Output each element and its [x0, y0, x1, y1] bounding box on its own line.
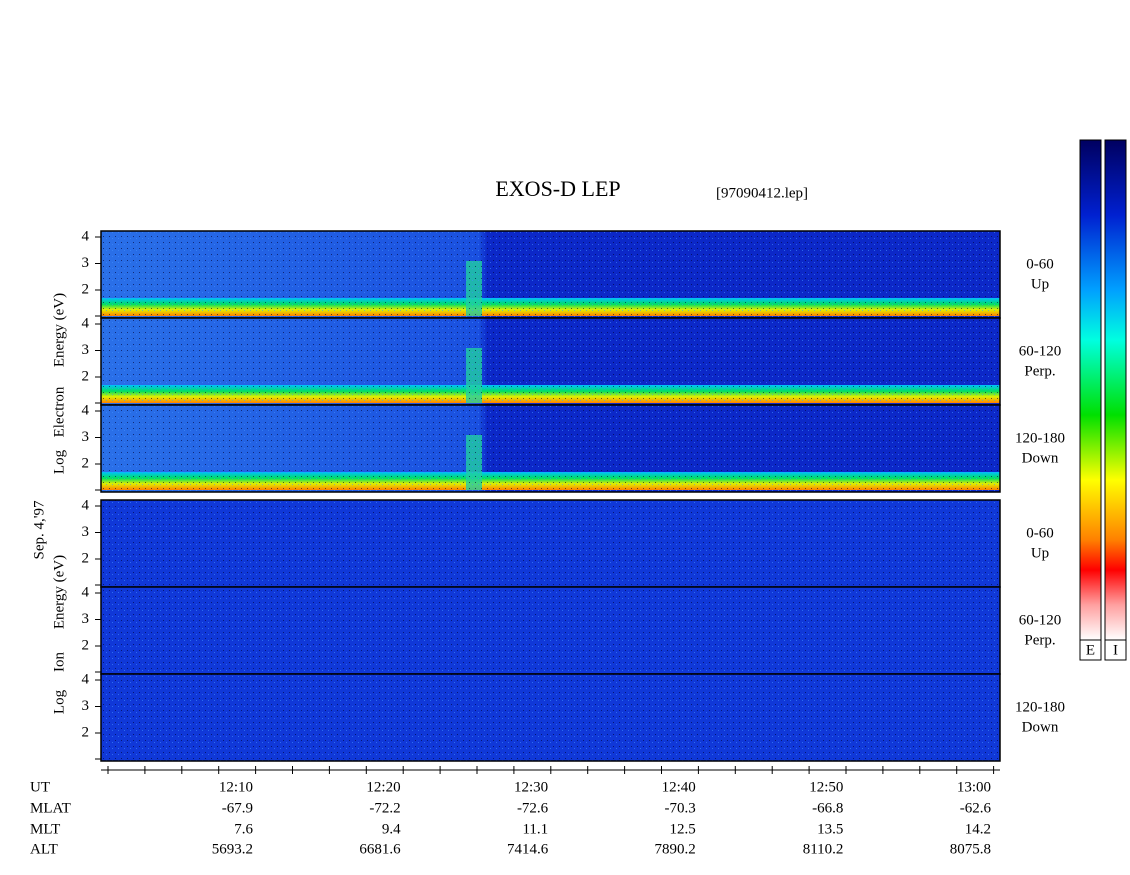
y-tick-label: 4	[82, 584, 90, 600]
orbit-value: 14.2	[965, 821, 991, 837]
axis-label: Energy (eV)	[51, 555, 67, 629]
spectrogram-noise	[101, 231, 1000, 318]
y-tick-label: 3	[82, 255, 90, 271]
y-tick-label: 2	[82, 724, 90, 740]
panel-angle: 0-60	[1026, 256, 1054, 272]
y-tick-label: 2	[82, 637, 90, 653]
orbit-value: -70.3	[665, 800, 696, 816]
axis-label: Log	[51, 689, 67, 714]
orbit-value: 5693.2	[212, 841, 253, 857]
y-tick-label: 3	[82, 611, 90, 627]
orbit-value: 7414.6	[507, 841, 549, 857]
axis-label: Energy (eV)	[51, 293, 67, 367]
orbit-value: 13:00	[957, 779, 991, 795]
orbit-value: 12:50	[809, 779, 843, 795]
panel-direction: Up	[1031, 545, 1049, 561]
y-tick-label: 2	[82, 550, 90, 566]
row-label: MLAT	[30, 800, 71, 816]
axis-label: Log	[51, 449, 67, 474]
file-name: [97090412.lep]	[716, 185, 808, 201]
axis-label: Ion	[51, 652, 67, 672]
panel-direction: Perp.	[1024, 363, 1055, 379]
y-tick-label: 4	[82, 315, 90, 331]
panel-direction: Down	[1022, 719, 1059, 735]
orbit-value: 9.4	[382, 821, 401, 837]
row-label: MLT	[30, 821, 60, 837]
panel-direction: Down	[1022, 450, 1059, 466]
panels: 4 3 2 0-60 Up 4 3 2 60-120 Perp. 4 3 2 120-180 Down Log…	[51, 228, 1065, 762]
y-tick-label: 4	[82, 402, 90, 418]
y-tick-label: 3	[82, 429, 90, 445]
panel-angle: 120-180	[1015, 699, 1065, 715]
orbit-value: 7890.2	[655, 841, 696, 857]
y-tick-label: 4	[82, 228, 90, 244]
panel-angle: 60-120	[1019, 343, 1062, 359]
y-tick-label: 4	[82, 497, 90, 513]
panel-angle: 120-180	[1015, 430, 1065, 446]
orbit-value: 12:20	[366, 779, 400, 795]
colorbar	[1079, 139, 1102, 641]
y-tick-label: 2	[82, 281, 90, 297]
spectrogram-noise	[101, 587, 1000, 674]
orbit-value: -72.6	[517, 800, 549, 816]
date: Sep. 4,'97	[31, 500, 47, 559]
orbit-value: 12:30	[514, 779, 548, 795]
panel-frame	[100, 673, 1001, 762]
orbit-value: 12:40	[662, 779, 696, 795]
y-tick-label: 4	[82, 671, 90, 687]
y-tick-label: 3	[82, 524, 90, 540]
colorbar-label-box	[1104, 639, 1127, 661]
row-label: ALT	[30, 841, 58, 857]
y-tick-label: 3	[82, 698, 90, 714]
orbit-value: 12.5	[670, 821, 696, 837]
orbit-value: 13.5	[817, 821, 843, 837]
orbit-value: 8110.2	[803, 841, 844, 857]
spectrogram-noise	[101, 405, 1000, 492]
colorbar-label: E	[1086, 642, 1095, 658]
y-tick-label: 2	[82, 455, 90, 471]
orbit-value: -62.6	[960, 800, 992, 816]
row-label: UT	[30, 779, 50, 795]
spectrogram-noise	[101, 318, 1000, 405]
orbit-value: 11.1	[522, 821, 548, 837]
panel-angle: 60-120	[1019, 612, 1062, 628]
orbit-value: -67.9	[222, 800, 253, 816]
panel-direction: Perp.	[1024, 632, 1055, 648]
colorbar	[1104, 139, 1127, 641]
colorbar-label: I	[1113, 642, 1118, 658]
orbit-value: 12:10	[219, 779, 253, 795]
panel-frame	[100, 404, 1001, 493]
orbit-value: 6681.6	[359, 841, 401, 857]
orbit-value: 7.6	[234, 821, 253, 837]
title: EXOS-D LEP	[495, 176, 620, 201]
axis-label: Electron	[51, 386, 67, 437]
spectrogram-noise	[101, 500, 1000, 587]
y-tick-label: 3	[82, 342, 90, 358]
time-axis: UT MLAT MLT ALT 12:10 -67.9 7.6 5693.2 12:20 -72.…	[30, 766, 1000, 857]
orbit-value: 8075.8	[950, 841, 991, 857]
panel-angle: 0-60	[1026, 525, 1054, 541]
y-tick-label: 2	[82, 368, 90, 384]
panel-direction: Up	[1031, 276, 1049, 292]
colorbar-label-box	[1079, 639, 1102, 661]
orbit-value: -72.2	[369, 800, 400, 816]
spectrogram-noise	[101, 674, 1000, 761]
orbit-value: -66.8	[812, 800, 843, 816]
